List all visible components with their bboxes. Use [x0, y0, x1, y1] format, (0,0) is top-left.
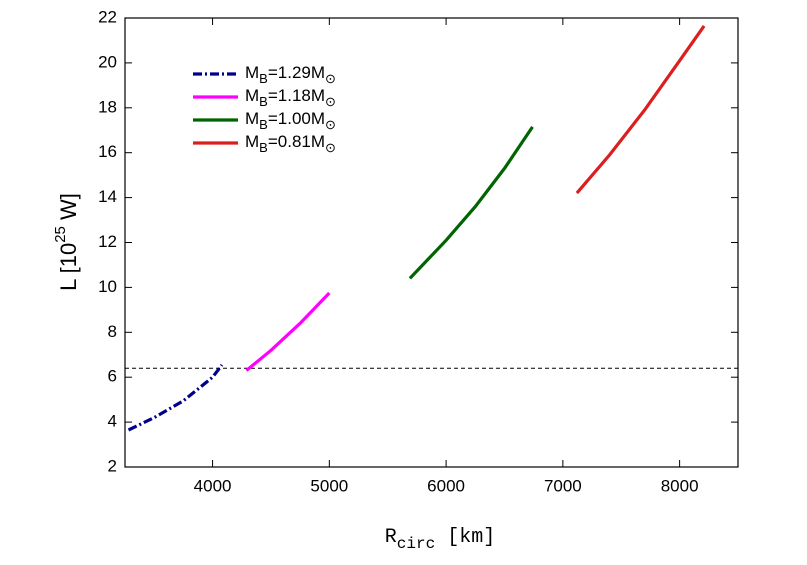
- x-axis-label: Rcirc [km]: [385, 526, 495, 553]
- x-label-sub: circ: [397, 535, 435, 553]
- legend-sub: B: [259, 140, 268, 155]
- y-tick-label: 20: [98, 52, 117, 71]
- y-tick-label: 18: [98, 97, 117, 116]
- legend-sub: B: [259, 71, 268, 86]
- y-label-base: L [10: [56, 243, 81, 291]
- legend-sub: ⊙: [325, 140, 336, 155]
- legend-text: =0.81M: [268, 132, 325, 151]
- x-label-base: R: [385, 526, 397, 549]
- series-line: [575, 24, 706, 195]
- legend-sub: B: [259, 94, 268, 109]
- x-tick-label: 5000: [310, 476, 348, 495]
- x-tick-label: 7000: [544, 476, 582, 495]
- y-label-tail: W]: [56, 193, 81, 226]
- legend-text: =1.00M: [268, 109, 325, 128]
- legend-text: M: [245, 63, 259, 82]
- y-tick-label: 4: [108, 412, 117, 431]
- legend-sub: ⊙: [325, 117, 336, 132]
- x-label-tail: [km]: [435, 526, 495, 549]
- legend-sub: ⊙: [325, 71, 336, 86]
- series-line: [245, 291, 331, 372]
- y-axis-label: L [1025 W]: [52, 193, 81, 291]
- series-line: [408, 126, 534, 280]
- legend-text: M: [245, 86, 259, 105]
- y-tick-label: 12: [98, 232, 117, 251]
- x-tick-label: 4000: [194, 476, 232, 495]
- y-tick-label: 16: [98, 142, 117, 161]
- y-tick-label: 22: [98, 7, 117, 26]
- y-label-sup: 25: [52, 226, 69, 243]
- legend-text: M: [245, 132, 259, 151]
- x-tick-label: 8000: [661, 476, 699, 495]
- legend-label: MB=0.81M⊙: [245, 132, 336, 155]
- legend-text: =1.29M: [268, 63, 325, 82]
- legend-sub: B: [259, 117, 268, 132]
- legend-text: =1.18M: [268, 86, 325, 105]
- y-tick-label: 10: [98, 277, 117, 296]
- series-line: [127, 363, 224, 432]
- legend-sub: ⊙: [325, 94, 336, 109]
- y-tick-label: 8: [108, 322, 117, 341]
- y-tick-label: 6: [108, 367, 117, 386]
- legend-label: MB=1.29M⊙: [245, 63, 336, 86]
- legend-label: MB=1.18M⊙: [245, 86, 336, 109]
- legend-label: MB=1.00M⊙: [245, 109, 336, 132]
- plot-frame: [124, 17, 739, 468]
- legend-text: M: [245, 109, 259, 128]
- y-tick-label: 2: [108, 456, 117, 475]
- y-tick-label: 14: [98, 187, 117, 206]
- x-tick-label: 6000: [427, 476, 465, 495]
